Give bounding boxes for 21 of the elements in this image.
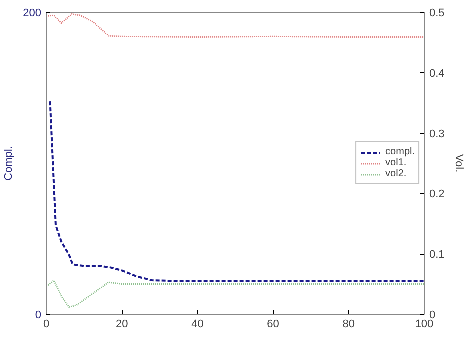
line-series xyxy=(48,280,424,308)
y2-axis-title: Vol. xyxy=(452,154,465,173)
x-tick-label: 0 xyxy=(43,318,50,330)
y2-tick-label: 0.5 xyxy=(430,8,445,20)
y-tick-label: 200 xyxy=(23,8,42,20)
legend-label: compl. xyxy=(386,146,415,158)
legend-label: vol2. xyxy=(386,168,407,180)
x-tick-label: 80 xyxy=(342,318,356,330)
x-tick-label: 60 xyxy=(267,318,280,330)
x-tick-label: 20 xyxy=(116,318,128,330)
y2-tick-label: 0.1 xyxy=(430,249,445,262)
y2-tick-label: 0.2 xyxy=(430,188,445,201)
legend-label: vol1. xyxy=(386,158,407,168)
y2-tick-label: 0 xyxy=(430,310,436,322)
y-axis-title: Compl. xyxy=(3,146,16,181)
x-tick-label: 100 xyxy=(415,318,434,330)
y2-tick-label: 0.3 xyxy=(430,128,445,140)
line-series xyxy=(49,100,424,282)
x-tick-label: 40 xyxy=(192,318,204,330)
line-series xyxy=(48,14,424,38)
y2-tick-label: 0.4 xyxy=(430,68,445,80)
